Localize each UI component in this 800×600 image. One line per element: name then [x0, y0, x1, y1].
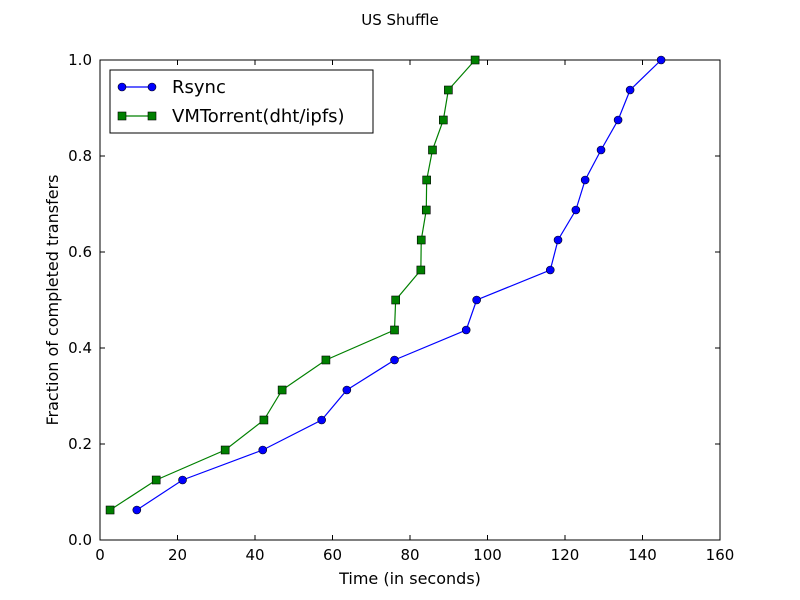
data-point-vmtorrent-dht-ipfs — [391, 295, 400, 305]
data-point-vmtorrent-dht-ipfs — [390, 325, 399, 335]
data-point-rsync — [461, 325, 471, 335]
x-tick-label: 60 — [323, 546, 342, 564]
data-point-vmtorrent-dht-ipfs — [416, 235, 426, 245]
x-tick-label: 160 — [706, 546, 735, 564]
data-point-vmtorrent-dht-ipfs — [422, 175, 431, 185]
x-tick-label: 20 — [168, 546, 187, 564]
data-point-vmtorrent-dht-ipfs — [428, 145, 437, 155]
legend-label-vmtorrent-dht-ipfs: VMTorrent(dht/ipfs) — [172, 106, 345, 127]
data-point-rsync — [571, 205, 581, 215]
data-point-vmtorrent-dht-ipfs — [220, 445, 230, 455]
data-point-vmtorrent-dht-ipfs — [416, 265, 426, 275]
data-point-rsync — [545, 265, 555, 275]
data-point-rsync — [258, 445, 268, 455]
data-point-vmtorrent-dht-ipfs — [105, 505, 115, 515]
data-point-rsync — [390, 355, 399, 365]
data-point-rsync — [317, 415, 326, 425]
plot-area: 0 20 40 60 80 100 120 140 160 0.0 0.2 0.4 0.6 0.8 1.0 R… — [68, 51, 734, 564]
data-point-vmtorrent-dht-ipfs — [421, 205, 431, 215]
y-tick-label: 0.0 — [68, 531, 92, 549]
legend-marker-rsync — [117, 82, 127, 92]
series-line-rsync — [136, 59, 662, 511]
data-point-rsync — [580, 175, 590, 185]
data-point-vmtorrent-dht-ipfs — [470, 55, 480, 65]
x-tick-label: 140 — [628, 546, 657, 564]
legend-box — [109, 69, 374, 134]
legend-marker-rsync — [147, 82, 157, 92]
data-point-rsync — [132, 505, 142, 515]
legend-label-rsync: Rsync — [172, 77, 226, 98]
series-line-vmtorrent-dht-ipfs — [109, 59, 476, 511]
chart-title: US Shuffle — [361, 11, 439, 29]
x-tick-label: 0 — [95, 546, 105, 564]
data-point-vmtorrent-dht-ipfs — [444, 85, 453, 95]
data-point-rsync — [553, 235, 563, 245]
data-point-rsync — [178, 475, 187, 485]
data-point-rsync — [613, 115, 623, 125]
data-point-vmtorrent-dht-ipfs — [151, 475, 161, 485]
x-tick-label: 120 — [551, 546, 580, 564]
data-point-rsync — [656, 55, 666, 65]
y-tick-label: 0.4 — [68, 339, 92, 357]
y-tick-label: 1.0 — [68, 51, 92, 69]
x-tick-label: 40 — [245, 546, 264, 564]
y-tick-label: 0.6 — [68, 243, 92, 261]
legend-marker-vmtorrent-dht-ipfs — [117, 111, 127, 121]
data-point-rsync — [625, 85, 635, 95]
x-axis-title: Time (in seconds) — [338, 569, 481, 588]
data-point-vmtorrent-dht-ipfs — [259, 415, 269, 425]
data-point-rsync — [472, 295, 481, 305]
data-point-vmtorrent-dht-ipfs — [321, 355, 331, 365]
x-tick-label: 80 — [400, 546, 419, 564]
y-axis-title: Fraction of completed transfers — [43, 175, 62, 426]
y-tick-label: 0.2 — [68, 435, 92, 453]
data-point-vmtorrent-dht-ipfs — [277, 385, 287, 395]
data-point-rsync — [596, 145, 606, 155]
data-point-vmtorrent-dht-ipfs — [439, 115, 448, 125]
legend-marker-vmtorrent-dht-ipfs — [147, 111, 157, 121]
data-point-rsync — [342, 385, 352, 395]
x-tick-label: 100 — [473, 546, 502, 564]
y-tick-label: 0.8 — [68, 147, 92, 165]
